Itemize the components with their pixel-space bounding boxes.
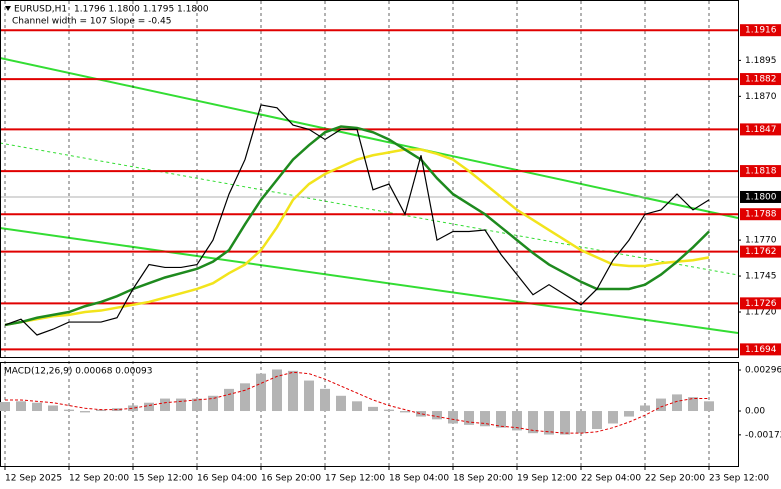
price-line bbox=[4, 104, 710, 336]
price-frame bbox=[0, 0, 739, 358]
current-tag bbox=[740, 190, 781, 203]
macd-bar bbox=[608, 411, 618, 424]
x-tick-label: 12 Sep 20:00 bbox=[69, 474, 129, 484]
macd-bar bbox=[528, 411, 538, 434]
y-tick-label: 0.00 bbox=[745, 407, 765, 417]
macd-bar bbox=[288, 370, 298, 412]
macd-bar bbox=[464, 411, 474, 425]
macd-bar bbox=[432, 411, 442, 420]
channel-upper bbox=[0, 57, 739, 219]
macd-bar bbox=[672, 394, 682, 412]
macd-bar bbox=[304, 380, 314, 412]
macd-bar bbox=[640, 405, 650, 412]
y-tick-label: 0.00296 bbox=[745, 366, 781, 376]
moving-average bbox=[4, 125, 710, 327]
macd-frame bbox=[0, 362, 739, 467]
macd-bar bbox=[0, 402, 10, 412]
macd-bar bbox=[160, 398, 170, 412]
macd-bar bbox=[512, 411, 522, 431]
macd-bar bbox=[480, 411, 490, 427]
macd-bar bbox=[336, 395, 346, 412]
macd-bar bbox=[688, 397, 698, 412]
x-tick-label: 22 Sep 04:00 bbox=[581, 474, 641, 484]
macd-bar bbox=[656, 398, 666, 412]
macd-bar bbox=[48, 405, 58, 412]
symbol: EURUSD,H1 bbox=[14, 5, 67, 15]
signal-line bbox=[5, 371, 709, 434]
level-label: 1.1788 bbox=[745, 210, 777, 220]
macd-bar bbox=[96, 409, 106, 412]
y-tick-label: 1.1720 bbox=[745, 307, 777, 317]
macd-bar bbox=[176, 398, 186, 412]
x-tick-label: 18 Sep 20:00 bbox=[453, 474, 513, 484]
header-arrow bbox=[5, 6, 11, 11]
macd-bar bbox=[144, 402, 154, 412]
macd-bar bbox=[272, 369, 282, 412]
ohlc: 1.1796 1.1800 1.1795 1.1800 bbox=[74, 5, 209, 15]
macd-bar bbox=[352, 401, 362, 412]
x-tick-label: 16 Sep 04:00 bbox=[197, 474, 257, 484]
channel bbox=[0, 57, 739, 334]
x-tick-label: 12 Sep 2025 bbox=[5, 474, 62, 484]
level-tag bbox=[740, 73, 781, 86]
macd-bar bbox=[192, 398, 202, 412]
x-tick-label: 17 Sep 12:00 bbox=[325, 474, 385, 484]
y-tick-label: 1.1895 bbox=[745, 56, 777, 66]
macd-bar bbox=[704, 401, 714, 412]
macd-bar bbox=[560, 411, 570, 435]
current-label: 1.1800 bbox=[745, 192, 777, 202]
macd-bar bbox=[592, 411, 602, 430]
macd-bar bbox=[256, 373, 266, 412]
macd-bar bbox=[208, 395, 218, 412]
macd-bar bbox=[224, 388, 234, 412]
level-tag bbox=[740, 123, 781, 136]
macd-bar bbox=[496, 411, 506, 428]
x-tick-label: 19 Sep 12:00 bbox=[517, 474, 577, 484]
level-tag bbox=[740, 165, 781, 178]
macd-bar bbox=[240, 383, 250, 412]
channel-lower bbox=[0, 227, 739, 334]
macd-bar bbox=[400, 411, 410, 413]
y-tick-label: -0.00172 bbox=[745, 430, 781, 440]
level-tag bbox=[740, 297, 781, 310]
level-label: 1.1726 bbox=[745, 299, 777, 309]
level-tag bbox=[740, 208, 781, 221]
level-label: 1.1818 bbox=[745, 167, 777, 177]
macd-bar bbox=[624, 411, 634, 417]
x-tick-label: 18 Sep 04:00 bbox=[389, 474, 449, 484]
macd-bar bbox=[128, 405, 138, 412]
macd-bar bbox=[64, 409, 74, 412]
macd-bar bbox=[416, 411, 426, 417]
macd-bar bbox=[448, 411, 458, 424]
y-tick-label: 1.1770 bbox=[745, 236, 777, 246]
macd-bar bbox=[368, 406, 378, 412]
x-tick-label: 15 Sep 12:00 bbox=[133, 474, 193, 484]
moving-average bbox=[4, 148, 710, 327]
level-label: 1.1847 bbox=[745, 125, 777, 135]
level-label: 1.1762 bbox=[745, 247, 777, 257]
level-label: 1.1916 bbox=[745, 26, 777, 36]
channel-info: Channel width = 107 Slope = -0.45 bbox=[12, 17, 171, 27]
level-tag bbox=[740, 343, 781, 356]
macd-bar bbox=[320, 388, 330, 412]
x-tick-label: 23 Sep 12:00 bbox=[709, 474, 769, 484]
macd-bar bbox=[16, 401, 26, 412]
macd-title: MACD(12,26,9) 0.00068 0.00093 bbox=[4, 367, 153, 377]
y-tick-label: 1.1870 bbox=[745, 92, 777, 102]
macd-bar bbox=[384, 409, 394, 412]
macd-bar bbox=[576, 411, 586, 434]
macd-bar bbox=[32, 402, 42, 412]
level-tag bbox=[740, 245, 781, 258]
x-tick-label: 22 Sep 20:00 bbox=[645, 474, 705, 484]
x-tick-label: 16 Sep 20:00 bbox=[261, 474, 321, 484]
level-label: 1.1694 bbox=[745, 345, 777, 355]
y-tick-label: 1.1745 bbox=[745, 272, 777, 282]
level-label: 1.1882 bbox=[745, 75, 777, 85]
channel-middle bbox=[0, 142, 739, 276]
macd-bar bbox=[544, 411, 554, 435]
macd-bar bbox=[80, 411, 90, 413]
level-tag bbox=[740, 24, 781, 37]
